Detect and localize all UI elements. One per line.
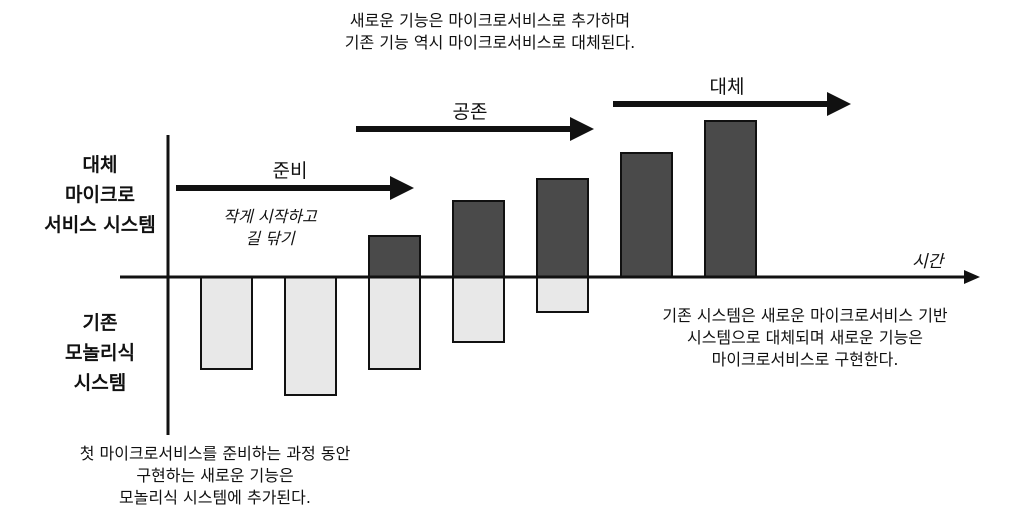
monolith-bar bbox=[368, 276, 421, 370]
bottom-note: 첫 마이크로서비스를 준비하는 과정 동안 구현하는 새로운 기능은 모놀리식 … bbox=[30, 443, 400, 509]
new-system-label-line: 마이크로 bbox=[65, 184, 135, 206]
phase-note-line: 기존 시스템은 새로운 마이크로서비스 기반 bbox=[662, 306, 948, 325]
phase-note-line: 시스템으로 대체되며 새로운 기능은 bbox=[686, 328, 924, 347]
monolith-bar bbox=[536, 276, 589, 313]
phase-name-replace: 대체 bbox=[709, 76, 745, 98]
microservice-bar bbox=[368, 235, 421, 278]
phase-note-replace: 기존 시스템은 새로운 마이크로서비스 기반 시스템으로 대체되며 새로운 기능… bbox=[605, 305, 1005, 371]
bottom-note-line: 모놀리식 시스템에 추가된다. bbox=[119, 488, 311, 507]
old-system-label-line: 모놀리식 bbox=[65, 342, 135, 364]
old-system-label: 기존 모놀리식 시스템 bbox=[40, 308, 160, 398]
monolith-bar bbox=[452, 276, 505, 343]
phase-arrow-prepare-head bbox=[390, 176, 414, 200]
phase-note-line: 마이크로서비스로 구현한다. bbox=[711, 350, 899, 369]
new-system-label: 대체 마이크로 서비스 시스템 bbox=[30, 150, 170, 240]
phase-note-line: 기존 기능 역시 마이크로서비스로 대체된다. bbox=[344, 33, 636, 52]
phase-note-prepare: 작게 시작하고 길 닦기 bbox=[190, 206, 350, 250]
monolith-bar bbox=[200, 276, 253, 370]
microservice-bar bbox=[452, 200, 505, 278]
bottom-note-line: 구현하는 새로운 기능은 bbox=[136, 466, 294, 485]
new-system-label-line: 대체 bbox=[82, 154, 118, 176]
monolith-bar bbox=[284, 276, 337, 396]
phase-note-line: 작게 시작하고 bbox=[223, 207, 317, 226]
phase-name-prepare: 준비 bbox=[272, 160, 308, 182]
phase-arrow-replace-head bbox=[827, 92, 851, 116]
bottom-note-line: 첫 마이크로서비스를 준비하는 과정 동안 bbox=[79, 444, 351, 463]
phase-arrow-coexist-head bbox=[570, 117, 594, 141]
bars-layer bbox=[200, 120, 757, 396]
new-system-label-line: 서비스 시스템 bbox=[44, 214, 156, 236]
microservice-bar bbox=[704, 120, 757, 278]
phase-note-line: 새로운 기능은 마이크로서비스로 추가하며 bbox=[349, 11, 631, 30]
time-axis-label: 시간 bbox=[912, 252, 944, 272]
time-axis-arrowhead bbox=[964, 270, 980, 284]
microservice-bar bbox=[536, 178, 589, 278]
old-system-label-line: 기존 bbox=[82, 312, 118, 334]
old-system-label-line: 시스템 bbox=[73, 372, 127, 394]
phase-note-coexist: 새로운 기능은 마이크로서비스로 추가하며 기존 기능 역시 마이크로서비스로 … bbox=[280, 10, 700, 54]
phase-name-coexist: 공존 bbox=[452, 101, 488, 123]
phase-note-line: 길 닦기 bbox=[245, 229, 295, 248]
microservice-bar bbox=[620, 152, 673, 278]
